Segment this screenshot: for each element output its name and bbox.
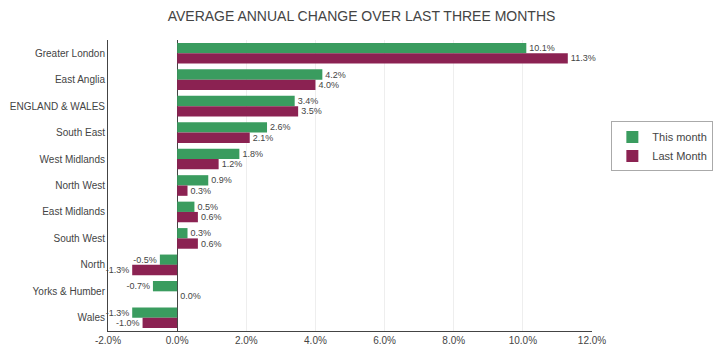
svg-text:0.3%: 0.3% <box>191 186 212 196</box>
svg-text:0.6%: 0.6% <box>201 212 222 222</box>
svg-text:ENGLAND & WALES: ENGLAND & WALES <box>10 101 106 112</box>
svg-text:Wales: Wales <box>78 312 105 323</box>
svg-text:3.4%: 3.4% <box>298 96 319 106</box>
svg-text:10.1%: 10.1% <box>529 43 555 53</box>
svg-text:AVERAGE ANNUAL CHANGE OVER LAS: AVERAGE ANNUAL CHANGE OVER LAST THREE MO… <box>168 8 556 24</box>
svg-text:Last Month: Last Month <box>652 150 706 162</box>
svg-text:8.0%: 8.0% <box>442 335 465 346</box>
svg-text:0.0%: 0.0% <box>166 335 189 346</box>
svg-text:East Anglia: East Anglia <box>55 74 105 85</box>
svg-text:-0.7%: -0.7% <box>126 281 150 291</box>
svg-text:3.5%: 3.5% <box>301 106 322 116</box>
svg-text:-2.0%: -2.0% <box>95 335 121 346</box>
svg-text:This month: This month <box>652 131 706 143</box>
svg-text:1.8%: 1.8% <box>242 149 263 159</box>
svg-text:0.6%: 0.6% <box>201 239 222 249</box>
svg-text:2.6%: 2.6% <box>270 122 291 132</box>
svg-text:11.3%: 11.3% <box>571 53 596 63</box>
svg-text:-1.0%: -1.0% <box>116 318 140 328</box>
svg-text:South East: South East <box>56 127 105 138</box>
svg-text:6.0%: 6.0% <box>373 335 396 346</box>
svg-text:2.0%: 2.0% <box>235 335 258 346</box>
svg-text:West Midlands: West Midlands <box>40 154 105 165</box>
svg-text:4.0%: 4.0% <box>304 335 327 346</box>
svg-text:0.3%: 0.3% <box>191 228 212 238</box>
svg-text:North: North <box>81 259 105 270</box>
svg-text:Yorks & Humber: Yorks & Humber <box>33 286 106 297</box>
svg-text:North West: North West <box>55 180 105 191</box>
svg-text:10.0%: 10.0% <box>509 335 537 346</box>
svg-text:Greater London: Greater London <box>35 48 105 59</box>
svg-text:-1.3%: -1.3% <box>106 265 130 275</box>
svg-text:-1.3%: -1.3% <box>106 308 130 318</box>
svg-text:East Midlands: East Midlands <box>42 206 105 217</box>
svg-text:12.0%: 12.0% <box>578 335 606 346</box>
svg-text:2.1%: 2.1% <box>253 133 274 143</box>
svg-text:1.2%: 1.2% <box>222 159 243 169</box>
svg-text:4.2%: 4.2% <box>325 70 346 80</box>
svg-text:0.0%: 0.0% <box>180 291 201 301</box>
svg-text:0.9%: 0.9% <box>211 175 232 185</box>
svg-text:-0.5%: -0.5% <box>133 255 157 265</box>
svg-text:4.0%: 4.0% <box>318 80 339 90</box>
svg-text:0.5%: 0.5% <box>197 202 218 212</box>
svg-text:South West: South West <box>53 233 105 244</box>
